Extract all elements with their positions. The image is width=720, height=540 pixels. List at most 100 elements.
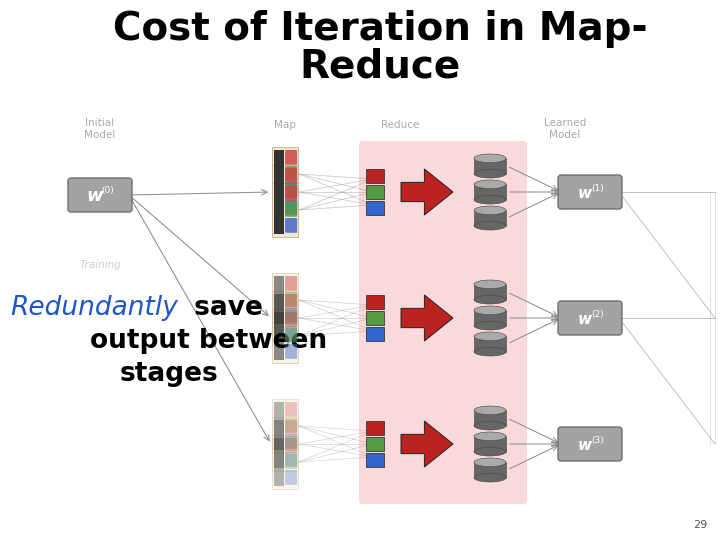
FancyBboxPatch shape [285,294,297,309]
Text: Map: Map [274,120,296,130]
Bar [274,150,284,198]
FancyBboxPatch shape [272,273,298,327]
Bar [274,312,284,360]
Bar [274,420,284,468]
Bar [366,453,384,467]
Bar [274,186,284,234]
Ellipse shape [474,474,506,482]
Bar [366,327,384,341]
FancyBboxPatch shape [285,420,297,435]
Bar [274,402,284,450]
Text: (2): (2) [592,309,604,319]
FancyBboxPatch shape [285,344,297,359]
FancyBboxPatch shape [272,417,298,471]
Text: 29: 29 [693,520,707,530]
Text: save: save [185,295,263,321]
Ellipse shape [474,206,506,214]
Bar [274,438,284,486]
FancyBboxPatch shape [285,218,297,233]
Ellipse shape [474,321,506,330]
FancyBboxPatch shape [272,435,298,489]
FancyBboxPatch shape [558,301,622,335]
Bar [366,311,384,325]
Bar [366,421,384,435]
FancyBboxPatch shape [285,402,297,417]
FancyBboxPatch shape [272,291,298,345]
FancyBboxPatch shape [285,276,297,291]
Text: Learned
Model: Learned Model [544,118,586,140]
Ellipse shape [474,195,506,204]
FancyBboxPatch shape [285,470,297,485]
FancyBboxPatch shape [285,168,297,183]
FancyBboxPatch shape [285,418,297,433]
FancyBboxPatch shape [558,427,622,461]
Text: stages: stages [120,361,219,387]
Ellipse shape [474,306,506,315]
FancyBboxPatch shape [285,452,297,467]
FancyBboxPatch shape [285,166,297,181]
FancyBboxPatch shape [285,308,297,323]
Text: Redundantly: Redundantly [10,295,178,321]
Bar [366,295,384,309]
Text: Reduce: Reduce [300,48,461,86]
FancyBboxPatch shape [285,310,297,325]
Polygon shape [401,169,453,215]
Bar [474,410,506,426]
FancyBboxPatch shape [285,186,297,201]
Text: (3): (3) [592,435,604,444]
Ellipse shape [474,432,506,441]
FancyBboxPatch shape [359,141,527,504]
FancyBboxPatch shape [272,165,298,219]
Text: (0): (0) [102,186,114,195]
FancyBboxPatch shape [285,150,297,165]
FancyBboxPatch shape [272,147,298,201]
FancyBboxPatch shape [285,434,297,449]
Bar [474,210,506,226]
Ellipse shape [474,347,506,356]
FancyBboxPatch shape [272,309,298,363]
Bar [474,436,506,451]
Ellipse shape [474,221,506,230]
FancyBboxPatch shape [285,326,297,341]
Ellipse shape [474,421,506,430]
Ellipse shape [474,170,506,178]
Bar [366,201,384,215]
Text: Reduce: Reduce [381,120,419,130]
Bar [366,437,384,451]
Ellipse shape [474,447,506,456]
Text: w: w [578,437,592,453]
Bar [474,462,506,478]
FancyBboxPatch shape [285,454,297,469]
Ellipse shape [474,180,506,188]
Bar [474,310,506,326]
Ellipse shape [474,458,506,467]
Text: output between: output between [90,328,327,354]
FancyBboxPatch shape [285,182,297,197]
FancyBboxPatch shape [558,175,622,209]
Ellipse shape [474,406,506,415]
Text: w: w [86,187,103,205]
FancyBboxPatch shape [285,202,297,217]
FancyBboxPatch shape [285,436,297,451]
Text: Training: Training [79,260,121,270]
Text: Cost of Iteration in Map-: Cost of Iteration in Map- [113,10,647,48]
FancyBboxPatch shape [272,183,298,237]
Bar [474,184,506,200]
Ellipse shape [474,295,506,304]
Polygon shape [401,421,453,467]
FancyBboxPatch shape [285,200,297,215]
Bar [366,169,384,183]
Bar [474,336,506,352]
FancyBboxPatch shape [68,178,132,212]
Ellipse shape [474,332,506,341]
FancyBboxPatch shape [285,328,297,343]
FancyBboxPatch shape [285,292,297,307]
Text: (1): (1) [592,184,604,192]
Bar [274,294,284,342]
Ellipse shape [474,280,506,289]
Text: w: w [578,312,592,327]
FancyBboxPatch shape [285,438,297,453]
Bar [474,285,506,300]
Text: Initial
Model: Initial Model [84,118,116,140]
Bar [474,158,506,174]
